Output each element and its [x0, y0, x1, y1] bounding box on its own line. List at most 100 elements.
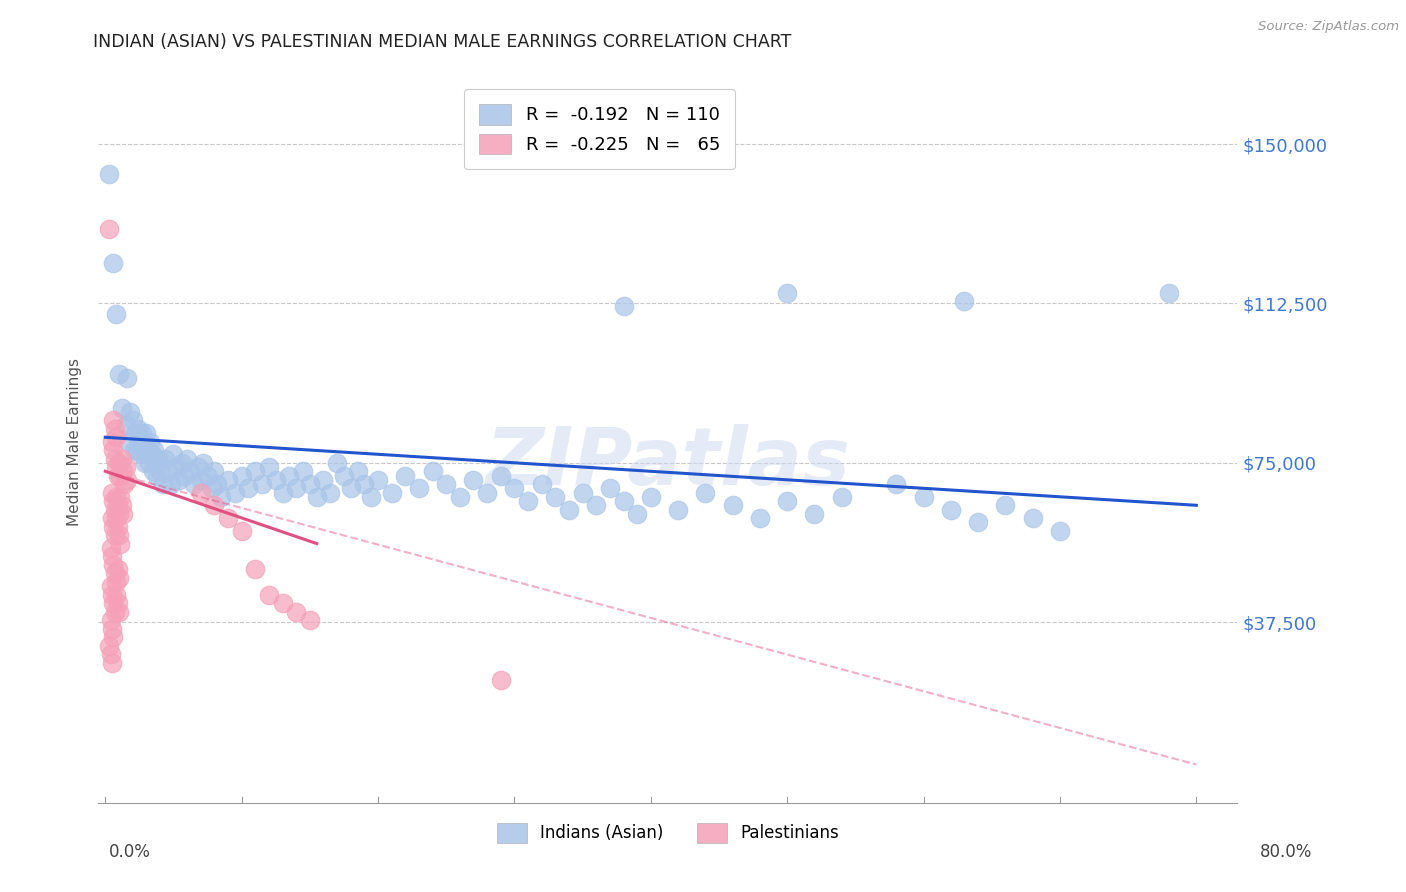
Point — [107, 562, 129, 576]
Point — [250, 477, 273, 491]
Text: ZIPatlas: ZIPatlas — [485, 425, 851, 502]
Point — [105, 588, 128, 602]
Point — [217, 473, 239, 487]
Point — [142, 464, 165, 478]
Point — [110, 498, 132, 512]
Point — [103, 519, 125, 533]
Point — [110, 451, 132, 466]
Point — [114, 417, 136, 432]
Point — [257, 460, 280, 475]
Point — [434, 477, 457, 491]
Point — [953, 294, 976, 309]
Point — [100, 647, 122, 661]
Point — [103, 494, 125, 508]
Point — [298, 477, 321, 491]
Point — [117, 434, 139, 449]
Point — [118, 405, 141, 419]
Point — [135, 425, 157, 440]
Point — [319, 485, 342, 500]
Point — [105, 460, 128, 475]
Point — [626, 507, 648, 521]
Point — [108, 570, 131, 584]
Point — [503, 481, 526, 495]
Point — [111, 507, 134, 521]
Point — [108, 367, 131, 381]
Point — [98, 639, 121, 653]
Point — [305, 490, 328, 504]
Point — [156, 464, 179, 478]
Point — [110, 536, 132, 550]
Point — [110, 490, 132, 504]
Point — [101, 549, 124, 564]
Legend: Indians (Asian), Palestinians: Indians (Asian), Palestinians — [484, 810, 852, 856]
Point — [103, 596, 125, 610]
Point — [173, 468, 195, 483]
Point — [101, 622, 124, 636]
Point — [264, 473, 287, 487]
Point — [107, 519, 129, 533]
Point — [640, 490, 662, 504]
Point — [202, 498, 225, 512]
Point — [585, 498, 607, 512]
Point — [104, 451, 127, 466]
Point — [776, 494, 799, 508]
Point — [138, 456, 160, 470]
Point — [939, 502, 962, 516]
Point — [136, 443, 159, 458]
Point — [105, 307, 128, 321]
Point — [394, 468, 416, 483]
Point — [271, 485, 294, 500]
Point — [155, 451, 177, 466]
Point — [103, 256, 125, 270]
Point — [103, 413, 125, 427]
Point — [124, 425, 146, 440]
Point — [159, 477, 181, 491]
Point — [105, 574, 128, 589]
Point — [165, 460, 187, 475]
Point — [190, 485, 212, 500]
Point — [367, 473, 389, 487]
Point — [110, 468, 132, 483]
Point — [193, 456, 215, 470]
Point — [148, 451, 170, 466]
Point — [245, 464, 267, 478]
Point — [333, 468, 356, 483]
Point — [105, 490, 128, 504]
Point — [141, 447, 163, 461]
Point — [238, 481, 260, 495]
Point — [104, 502, 127, 516]
Point — [104, 605, 127, 619]
Point — [353, 477, 375, 491]
Point — [245, 562, 267, 576]
Point — [108, 528, 131, 542]
Point — [298, 613, 321, 627]
Point — [152, 477, 174, 491]
Point — [558, 502, 581, 516]
Point — [1021, 511, 1043, 525]
Point — [134, 456, 156, 470]
Point — [489, 673, 512, 687]
Point — [167, 473, 190, 487]
Text: 80.0%: 80.0% — [1260, 843, 1313, 861]
Point — [489, 468, 512, 483]
Point — [346, 464, 368, 478]
Point — [312, 473, 335, 487]
Point — [101, 485, 124, 500]
Point — [381, 485, 404, 500]
Y-axis label: Median Male Earnings: Median Male Earnings — [67, 358, 83, 525]
Point — [104, 528, 127, 542]
Point — [187, 460, 209, 475]
Point — [103, 558, 125, 572]
Point — [107, 498, 129, 512]
Point — [170, 456, 193, 470]
Point — [201, 481, 224, 495]
Point — [122, 443, 145, 458]
Point — [101, 434, 124, 449]
Point — [103, 443, 125, 458]
Point — [108, 507, 131, 521]
Point — [190, 473, 212, 487]
Point — [360, 490, 382, 504]
Point — [271, 596, 294, 610]
Point — [111, 464, 134, 478]
Point — [132, 439, 155, 453]
